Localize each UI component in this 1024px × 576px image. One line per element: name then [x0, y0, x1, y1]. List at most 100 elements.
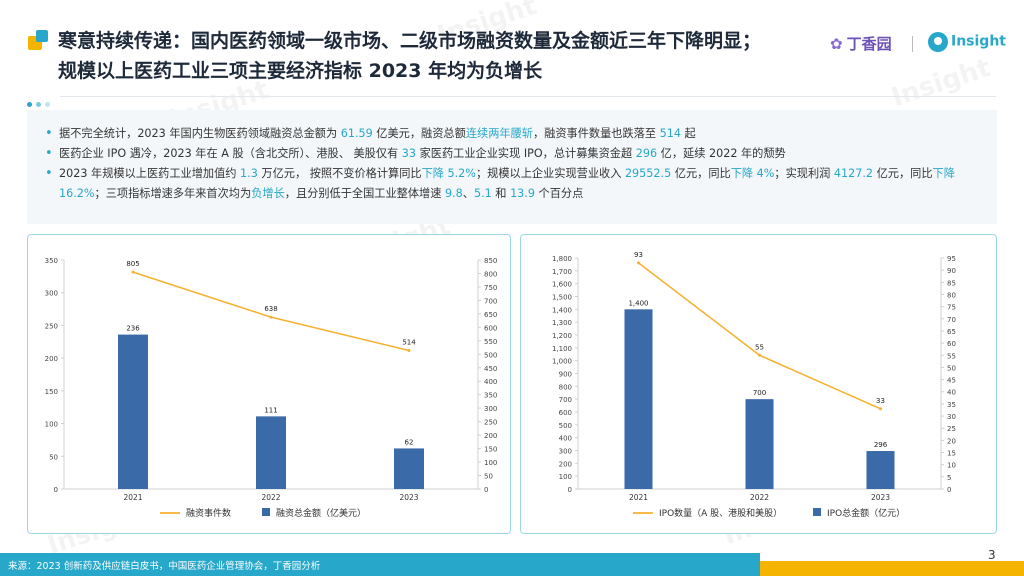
- highlight-text: 61.59: [340, 127, 373, 140]
- legend-line-label: 融资事件数: [186, 507, 231, 519]
- chart-panel-financing: 0 50 100 150 200 250 300 350 0 50 100 150 200 250 300 3…: [27, 234, 511, 534]
- summary-text: 医药企业 IPO 遇冷，2023 年在 A 股（含北交所）、港股、 美股仅有: [59, 147, 402, 160]
- y-left-tick-label: 50: [49, 453, 58, 461]
- legend-line-label: IPO数量（A 股、港股和美股）: [659, 507, 782, 519]
- highlight-text: 4127.2: [833, 167, 874, 180]
- flower-icon: ✿: [830, 35, 843, 53]
- highlight-text: 29552.5: [624, 167, 672, 180]
- y-left-tick-label: 100: [559, 473, 572, 481]
- insight-label: Insight: [951, 33, 1006, 50]
- line-value-label: 93: [634, 251, 643, 259]
- y-right-tick-label: 300: [484, 405, 497, 413]
- section-dots: [27, 94, 54, 113]
- y-right-tick-label: 750: [484, 284, 497, 292]
- y-right-tick-label: 60: [947, 340, 956, 348]
- line-value-label: 638: [264, 305, 277, 313]
- highlight-text: 514: [659, 127, 681, 140]
- summary-text: 和: [491, 187, 511, 200]
- bar: [866, 451, 895, 489]
- title-line-1: 寒意持续传递：国内医药领域一级市场、二级市场融资数量及金额近三年下降明显；: [58, 30, 762, 52]
- summary-box: 据不完全统计，2023 年国内生物医药领域融资总金额为 61.59 亿美元，融资…: [27, 110, 997, 224]
- bar-value-label: 236: [126, 325, 140, 333]
- y-right-tick-label: 450: [484, 365, 497, 373]
- summary-text: ；规模以上企业实现营业收入: [475, 167, 625, 180]
- line-value-label: 55: [755, 343, 764, 351]
- y-left-tick-label: 200: [45, 355, 58, 363]
- title-line-2: 规模以上医药工业三项主要经济指标 2023 年均为负增长: [58, 60, 543, 82]
- x-tick-label: 2021: [123, 493, 142, 502]
- summary-text: 万亿元， 按照不变价格计算同比: [257, 167, 422, 180]
- line-value-label: 33: [876, 397, 885, 405]
- highlight-text: 下降 4%: [730, 167, 775, 180]
- x-tick-label: 2023: [399, 493, 418, 502]
- financing-chart: 0 50 100 150 200 250 300 350 0 50 100 150 200 250 300 3…: [45, 257, 498, 519]
- chart-panel-ipo: 0 100 200 300 400 500 600 700 800 900 1,000 1,100 1,…: [520, 234, 997, 534]
- y-right-tick-label: 100: [484, 459, 497, 467]
- line-value-label: 514: [402, 339, 416, 347]
- y-left-tick-label: 1,300: [552, 319, 572, 327]
- y-left-tick-label: 400: [559, 435, 572, 443]
- y-right-tick-label: 5: [947, 474, 951, 482]
- y-right-tick-label: 45: [947, 377, 956, 385]
- highlight-text: 连续两年腰斩: [465, 127, 533, 140]
- dingxiangyuan-logo: ✿ 丁香园: [830, 33, 892, 54]
- y-left-tick-label: 200: [559, 460, 572, 468]
- y-right-tick-label: 20: [947, 437, 956, 445]
- y-left-tick-label: 1,600: [552, 281, 572, 289]
- y-right-tick-label: 50: [947, 364, 956, 372]
- y-right-tick-label: 75: [947, 304, 956, 312]
- summary-text: 据不完全统计，2023 年国内生物医药领域融资总金额为: [59, 127, 341, 140]
- y-right-tick-label: 700: [484, 297, 497, 305]
- ipo-chart: 01002003004005006007008009001,0001,1001,…: [552, 251, 956, 519]
- y-right-tick-label: 30: [947, 413, 956, 421]
- watermark: Insight: [888, 53, 994, 113]
- y-left-tick-label: 1,000: [552, 358, 572, 366]
- y-right-tick-label: 40: [947, 389, 956, 397]
- page-number: 3: [988, 548, 996, 562]
- brand-divider: [912, 36, 913, 52]
- y-right-tick-label: 35: [947, 401, 956, 409]
- y-right-tick-label: 10: [947, 462, 956, 470]
- y-right-tick-label: 850: [484, 257, 497, 265]
- y-left-tick-label: 1,500: [552, 294, 572, 302]
- y-left-tick-label: 600: [559, 409, 572, 417]
- legend-bar-swatch: [262, 508, 270, 516]
- y-right-tick-label: 0: [484, 486, 488, 494]
- x-tick-label: 2021: [629, 493, 648, 502]
- y-left-tick-label: 250: [45, 322, 58, 330]
- highlight-text: 负增长: [251, 187, 285, 200]
- y-left-tick-label: 1,200: [552, 332, 572, 340]
- y-left-tick-label: 700: [559, 396, 572, 404]
- footer-bar: [0, 553, 760, 576]
- x-tick-label: 2022: [750, 493, 769, 502]
- summary-bullet: 医药企业 IPO 遇冷，2023 年在 A 股（含北交所）、港股、 美股仅有 3…: [45, 144, 983, 164]
- line-point: [637, 261, 640, 265]
- y-left-tick-label: 1,800: [552, 255, 572, 263]
- header-divider: [60, 96, 996, 97]
- highlight-text: 下降 5.2%: [421, 167, 476, 180]
- y-right-tick-label: 65: [947, 328, 956, 336]
- y-left-tick-label: 0: [54, 486, 58, 494]
- footer-accent-bar: [760, 561, 1024, 576]
- y-left-tick-label: 800: [559, 383, 572, 391]
- line-value-label: 805: [126, 260, 139, 268]
- y-right-tick-label: 150: [484, 446, 497, 454]
- summary-text: ；实现利润: [774, 167, 834, 180]
- bar: [256, 416, 286, 489]
- summary-text: ，且分别低于全国工业整体增速: [284, 187, 445, 200]
- y-left-tick-label: 900: [559, 371, 572, 379]
- line-point: [269, 315, 273, 319]
- summary-text: 亿美元，融资总额: [372, 127, 466, 140]
- y-right-tick-label: 650: [484, 311, 497, 319]
- highlight-text: 下降 16.2%: [59, 167, 955, 200]
- highlight-text: 13.9: [510, 187, 535, 200]
- y-left-tick-label: 300: [45, 290, 58, 298]
- bar: [394, 448, 424, 489]
- bar-value-label: 700: [753, 389, 766, 397]
- highlight-text: 1.3: [240, 167, 258, 180]
- x-tick-label: 2023: [871, 493, 890, 502]
- y-right-tick-label: 50: [484, 473, 493, 481]
- bar-value-label: 111: [264, 406, 277, 414]
- y-left-tick-label: 300: [559, 448, 572, 456]
- summary-bullet: 据不完全统计，2023 年国内生物医药领域融资总金额为 61.59 亿美元，融资…: [45, 124, 983, 144]
